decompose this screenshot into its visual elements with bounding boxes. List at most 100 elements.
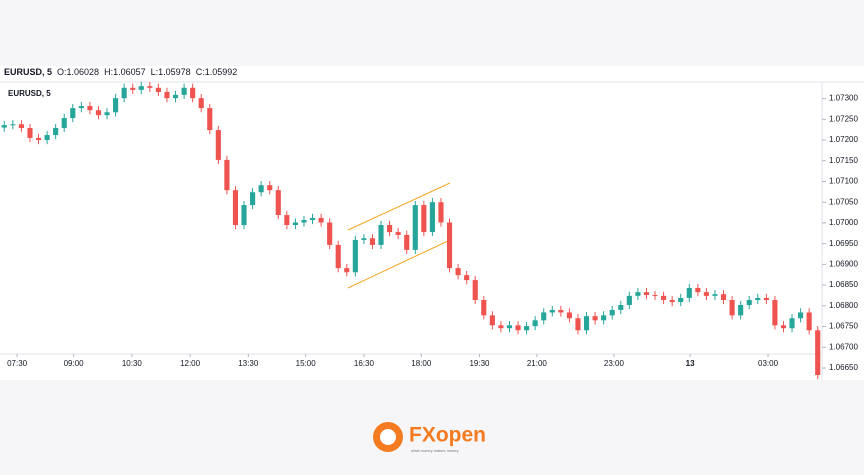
candle-body [798,312,804,319]
candle-body [421,205,427,233]
candle-body [387,224,393,233]
candle-body [772,300,778,326]
ohlc-key: H: [104,67,114,77]
ohlc-value: 1.05978 [158,67,191,77]
candle-body [635,292,641,296]
y-tick-label: 1.07300 [829,94,858,103]
y-tick-label: 1.06750 [829,322,858,331]
logo-tagline: what money makes money [411,448,459,453]
candle-body [532,320,538,327]
candle-body [284,215,290,225]
candle-body [661,295,667,301]
candle-body [232,190,239,225]
candle-body [318,217,324,223]
candle-body [455,268,461,276]
x-tick-label: 07:30 [7,359,28,368]
ohlc-value: 1.06028 [66,67,100,77]
candle-body [464,275,470,281]
candle-body [155,87,161,92]
candle-body [498,325,504,329]
candle-body [592,316,598,321]
candle-body [301,220,307,223]
candle-body [404,234,410,250]
x-tick-label: 09:00 [64,359,85,368]
candle-body [61,118,67,129]
ohlc-value: 1.06057 [113,67,146,77]
candle-body [669,300,675,303]
header: EURUSD, 5 O:1.06028 H:1.06057 L:1.05978 C:1… [4,67,237,77]
candle-body [703,292,709,296]
x-tick-label: 21:00 [527,359,548,368]
candle-body [541,312,547,321]
candle-body [292,222,298,225]
candle-body [686,287,692,298]
candle-body [489,315,495,326]
candle-body [344,268,350,273]
symbol: EURUSD, 5 [4,67,53,77]
ohlc-item: O:1.06028 [57,67,99,77]
candle-body [113,98,119,113]
candle-body [695,287,701,293]
candle-body [95,110,102,116]
candle-body [746,300,752,305]
y-tick-label: 1.06650 [829,363,858,372]
x-tick-label: 18:00 [411,359,432,368]
ohlc-key: L: [150,67,159,77]
candle-body [258,185,264,193]
candle-body [549,309,555,313]
ohlc-value: 1.05992 [204,67,238,77]
y-tick-label: 1.07200 [829,135,858,144]
candle-body [438,202,444,223]
candle-body [78,106,84,109]
candle-body [121,87,127,99]
candle-body [207,108,213,131]
candle-body [164,91,170,99]
candle-body [378,224,384,245]
logo-icon-inner [380,429,396,445]
candle-body [369,238,376,245]
candle-body [147,86,153,88]
candle-body [309,217,316,221]
candle-body [763,297,769,301]
ohlc-key: O: [57,67,67,77]
channel-line [347,182,451,231]
candle-body [327,222,333,245]
x-tick-label: 19:30 [469,359,490,368]
candle-body [566,312,572,319]
candle-body [678,297,684,303]
y-tick-label: 1.06700 [829,342,858,351]
x-tick-label: 12:00 [180,359,201,368]
candle-body [172,94,179,99]
candle-body [643,292,650,296]
candle-body [609,309,615,316]
candle-body [53,128,59,136]
candle-body [181,87,187,95]
x-tick-label: 10:30 [122,359,143,368]
candle-body [806,312,812,331]
candle-body [524,326,530,331]
candle-body [70,108,76,119]
ohlc-item: C:1.05992 [196,67,238,77]
candle-body [130,87,136,90]
y-tick-label: 1.07250 [829,114,858,123]
candles [1,82,821,380]
y-tick-label: 1.06900 [829,259,858,268]
candle-body [352,239,358,273]
candle-body [558,309,564,313]
y-tick-label: 1.07100 [829,177,858,186]
x-tick-label: 13 [686,359,695,368]
candle-body [575,318,581,331]
candle-body [198,98,204,109]
candle-body [138,86,144,90]
candle-body [18,124,24,129]
candle-body [815,330,821,376]
candle-body [601,315,607,321]
candle-body [446,222,453,269]
candle-body [472,280,478,301]
y-tick-label: 1.07150 [829,156,858,165]
y-tick-label: 1.07000 [829,218,858,227]
y-tick-label: 1.06800 [829,301,858,310]
ohlc-item: L:1.05978 [151,67,191,77]
candle-body [720,294,727,301]
